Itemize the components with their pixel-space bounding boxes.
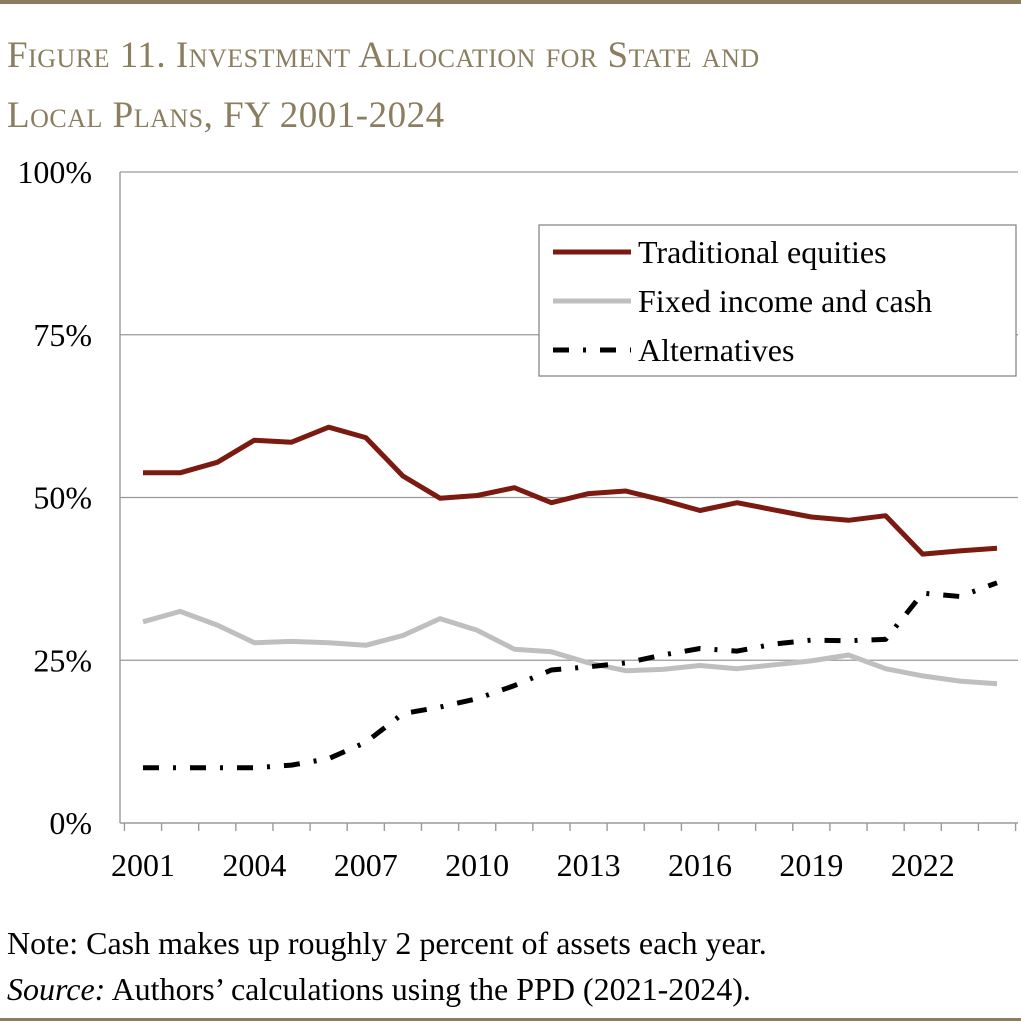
y-tick-label-0: 0% bbox=[49, 805, 92, 841]
axes bbox=[119, 172, 1018, 831]
series-line-fixed-income-and-cash bbox=[142, 608, 998, 687]
series-line-traditional-equities bbox=[143, 424, 998, 557]
y-tick-label-50: 50% bbox=[33, 480, 92, 516]
y-tick-label-100: 100% bbox=[17, 154, 92, 190]
x-axis-ticks: 2001 2004 2007 2010 2013 2016 2019 2022 bbox=[111, 847, 955, 883]
bottom-rule bbox=[0, 1018, 1021, 1021]
x-tick-label-2010: 2010 bbox=[445, 847, 509, 883]
x-tick-label-2001: 2001 bbox=[111, 847, 175, 883]
y-tick-label-75: 75% bbox=[33, 317, 92, 353]
source-line: Source: Authors’ calculations using the … bbox=[7, 966, 1017, 1012]
series-line-alternatives bbox=[143, 580, 998, 771]
source-text: Authors’ calculations using the PPD (202… bbox=[105, 971, 751, 1007]
x-tick-label-2013: 2013 bbox=[557, 847, 621, 883]
x-tick-label-2004: 2004 bbox=[222, 847, 286, 883]
legend: Traditional equities Fixed income and cas… bbox=[538, 224, 1017, 377]
x-tick-label-2022: 2022 bbox=[891, 847, 955, 883]
source-label: Source: bbox=[7, 971, 106, 1007]
figure-title: Figure 11. Investment Allocation for Sta… bbox=[7, 26, 1007, 146]
legend-label-traditional-equities: Traditional equities bbox=[638, 234, 887, 270]
x-tick-label-2016: 2016 bbox=[668, 847, 732, 883]
legend-label-alternatives: Alternatives bbox=[638, 332, 794, 368]
series-lines bbox=[142, 424, 998, 771]
note-line: Note: Cash makes up roughly 2 percent of… bbox=[7, 925, 767, 961]
x-tick-label-2007: 2007 bbox=[334, 847, 398, 883]
line-chart: 0% 25% 50% 75% 100% 2001 2004 2007 2010 2013 2016… bbox=[17, 154, 1018, 883]
x-tick-label-2019: 2019 bbox=[779, 847, 843, 883]
y-tick-label-25: 25% bbox=[33, 642, 92, 678]
title-line-1: Figure 11. Investment Allocation for Sta… bbox=[7, 35, 760, 76]
top-rule bbox=[0, 0, 1021, 4]
legend-label-fixed-income-and-cash: Fixed income and cash bbox=[638, 283, 932, 319]
notes: Note: Cash makes up roughly 2 percent of… bbox=[7, 920, 1017, 1012]
y-axis-ticks: 0% 25% 50% 75% 100% bbox=[17, 154, 92, 841]
title-line-2: Local Plans, FY 2001-2024 bbox=[7, 95, 445, 136]
